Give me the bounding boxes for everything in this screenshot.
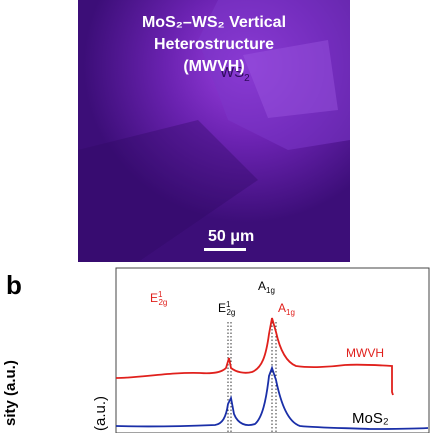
plot-frame xyxy=(115,267,430,433)
ws2-region-label: WS2 xyxy=(220,64,250,84)
peak-label-a1g-red: A1g xyxy=(278,301,295,317)
scale-bar-label: 50 μm xyxy=(208,228,255,245)
panel-letter: b xyxy=(6,270,22,300)
heterostructure-title-line-2: Heterostructure xyxy=(153,36,275,53)
peak-label-a1g-top: A1g xyxy=(258,279,275,295)
peak-label-e12g-black: E1 2g xyxy=(218,300,235,317)
heterostructure-title-line-1: MoS₂–WS₂ Vertical xyxy=(141,14,287,31)
micrograph-texture xyxy=(78,0,350,262)
mwvh-spectrum-line xyxy=(115,317,394,396)
mos2-spectrum-line xyxy=(115,365,429,430)
scale-bar xyxy=(204,248,246,251)
curve-label-mwvh: MWVH xyxy=(346,346,384,360)
optical-micrograph: WS2 MoS₂–WS₂ Vertical Heterostructure (M… xyxy=(78,0,350,262)
heterostructure-title-line-3: (MWVH) xyxy=(183,58,245,75)
curve-label-mos2: MoS₂ xyxy=(352,410,389,427)
peak-label-e12g-red: E1 2g xyxy=(150,290,167,307)
